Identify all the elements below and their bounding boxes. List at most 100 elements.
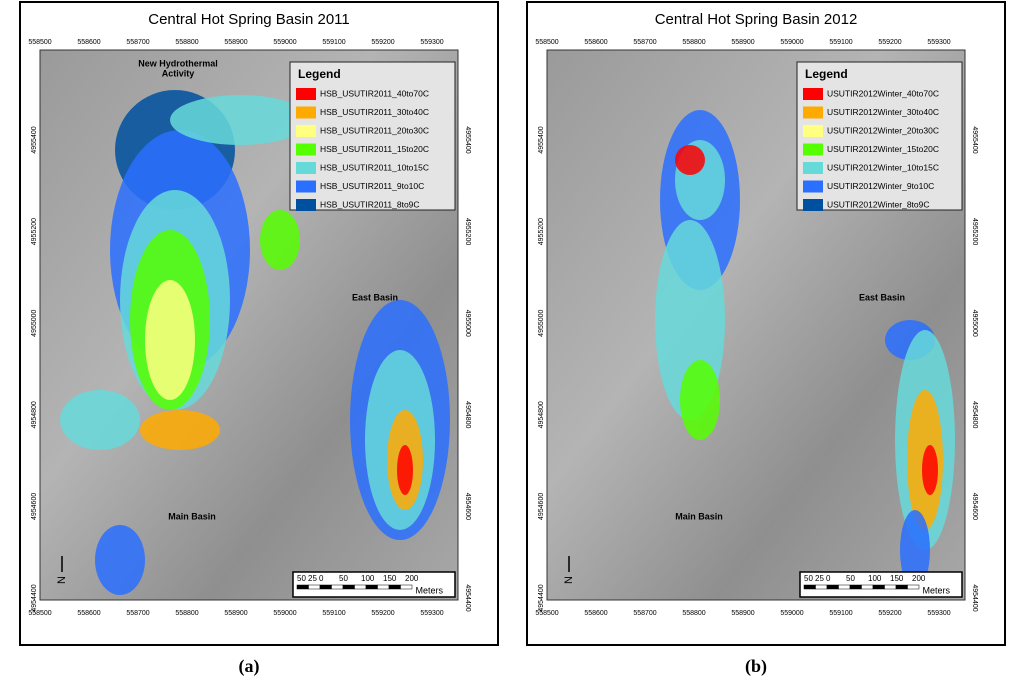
scale-label: 200	[405, 574, 419, 583]
scale-label: 200	[912, 574, 926, 583]
thermal-area	[922, 445, 938, 495]
x-coordinate-bottom: 559100	[829, 610, 852, 617]
scale-label: 25	[815, 574, 824, 583]
north-arrow: N	[563, 576, 575, 584]
x-coordinate-top: 558500	[28, 39, 51, 46]
scale-segment	[872, 584, 885, 590]
north-arrow: N	[56, 576, 68, 584]
x-coordinate-top: 559000	[780, 39, 803, 46]
x-coordinate-top: 558700	[633, 39, 656, 46]
y-coordinate-right: 4955400	[464, 126, 471, 153]
scale-segment	[849, 584, 862, 590]
x-coordinate-top: 558600	[584, 39, 607, 46]
legend-label: USUTIR2012Winter_10to15C	[827, 162, 939, 172]
legend-swatch	[296, 106, 316, 119]
scale-label: 50	[846, 574, 855, 583]
x-coordinate-bottom: 558600	[584, 610, 607, 617]
scale-label: 50	[339, 574, 348, 583]
scale-segment	[861, 584, 874, 590]
legend-swatch	[296, 125, 316, 137]
legend-label: HSB_USUTIR2011_8to9C	[320, 199, 420, 209]
scale-segment	[377, 584, 390, 590]
y-coordinate-right: 4955400	[971, 126, 978, 153]
legend-swatch	[803, 180, 823, 193]
legend-swatch	[296, 162, 316, 174]
y-coordinate-right: 4955000	[464, 310, 471, 337]
legend-swatch	[296, 199, 316, 211]
legend-title: Legend	[805, 67, 848, 81]
y-coordinate-right: 4954800	[971, 401, 978, 428]
scale-segment	[388, 584, 401, 590]
caption: (b)	[745, 656, 767, 677]
y-coordinate-right: 4954400	[971, 584, 978, 611]
scale-segment	[342, 584, 355, 590]
x-coordinate-top: 558500	[535, 39, 558, 46]
x-coordinate-top: 559300	[927, 39, 950, 46]
place-label: East Basin	[352, 292, 398, 302]
y-coordinate-left: 4954800	[31, 401, 38, 428]
thermal-area	[675, 145, 705, 175]
x-coordinate-bottom: 559300	[420, 610, 443, 617]
scale-segment	[365, 584, 378, 590]
legend-label: USUTIR2012Winter_40to70C	[827, 88, 939, 98]
place-label: Activity	[162, 68, 195, 78]
caption: (a)	[239, 656, 260, 677]
place-label: East Basin	[859, 292, 905, 302]
thermal-area	[260, 210, 300, 270]
scale-segment	[319, 584, 332, 590]
legend-label: USUTIR2012Winter_9to10C	[827, 181, 934, 191]
scale-segment	[296, 584, 309, 590]
x-coordinate-top: 558900	[731, 39, 754, 46]
legend-swatch	[296, 88, 316, 100]
legend-label: HSB_USUTIR2011_30to40C	[320, 107, 429, 117]
legend-label: HSB_USUTIR2011_15to20C	[320, 144, 429, 154]
y-coordinate-left: 4954600	[31, 493, 38, 520]
legend-label: USUTIR2012Winter_20to30C	[827, 125, 939, 135]
scale-label: 150	[383, 574, 397, 583]
x-coordinate-top: 558900	[224, 39, 247, 46]
x-coordinate-top: 559200	[371, 39, 394, 46]
scale-label: 150	[890, 574, 904, 583]
y-coordinate-right: 4955000	[971, 310, 978, 337]
y-coordinate-left: 4955000	[31, 309, 38, 336]
scale-segment	[803, 584, 816, 590]
thermal-anomalies	[655, 110, 955, 590]
y-coordinate-right: 4954800	[464, 401, 471, 428]
legend-box	[289, 61, 456, 211]
legend-swatch	[803, 125, 823, 137]
scale-segment	[308, 584, 321, 590]
scale-segment	[838, 584, 851, 590]
x-coordinate-bottom: 559200	[371, 610, 394, 617]
x-coordinate-top: 559100	[829, 39, 852, 46]
thermal-area	[170, 95, 310, 145]
legend-label: HSB_USUTIR2011_9to10C	[320, 181, 424, 191]
legend-swatch	[803, 88, 823, 100]
legend-swatch	[296, 143, 316, 156]
legend-label: USUTIR2012Winter_30to40C	[827, 107, 939, 117]
legend-swatch	[803, 143, 823, 156]
legend-title: Legend	[298, 67, 341, 81]
x-coordinate-bottom: 558500	[535, 610, 558, 617]
y-coordinate-right: 4954600	[971, 493, 978, 520]
legend-swatch	[803, 106, 823, 119]
legend-swatch	[803, 162, 823, 174]
x-coordinate-top: 559300	[420, 39, 443, 46]
legend-swatch	[296, 180, 316, 193]
y-coordinate-left: 4955200	[538, 218, 545, 245]
legend-label: HSB_USUTIR2011_10to15C	[320, 162, 429, 172]
scale-label: 100	[868, 574, 882, 583]
scale-unit: Meters	[922, 585, 950, 595]
x-coordinate-bottom: 558700	[126, 610, 149, 617]
map-panel: Central Hot Spring Basin 2012 558500 55850…	[526, 1, 1006, 677]
x-coordinate-bottom: 559200	[878, 610, 901, 617]
x-coordinate-top: 558800	[175, 39, 198, 46]
y-coordinate-left: 4955000	[538, 309, 545, 336]
place-label: New Hydrothermal	[138, 58, 218, 68]
scale-segment	[907, 584, 920, 590]
map-title: Central Hot Spring Basin 2011	[148, 11, 350, 28]
x-coordinate-bottom: 558600	[77, 610, 100, 617]
place-label: Main Basin	[675, 511, 723, 521]
scale-segment	[826, 584, 839, 590]
legend-label: HSB_USUTIR2011_20to30C	[320, 125, 429, 135]
